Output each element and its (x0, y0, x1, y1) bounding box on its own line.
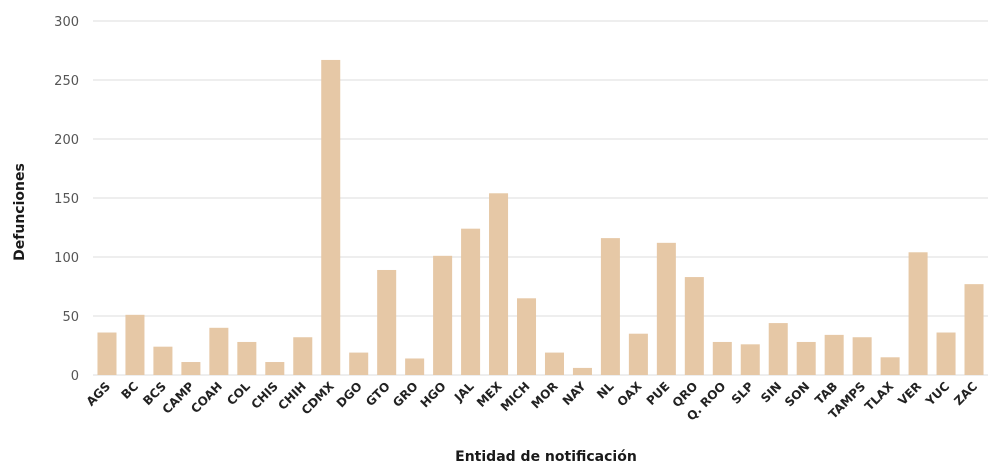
x-tick-label: VER (895, 379, 924, 408)
y-axis-ticks: 0 50 100 150 200 250 300 (54, 15, 79, 384)
x-tick-label: OAX (615, 379, 646, 410)
bar-mor (544, 352, 564, 375)
x-tick-label: GRO (390, 379, 421, 410)
y-axis-title: Defunciones (12, 163, 28, 261)
bar-jal (461, 228, 481, 375)
bar-camp (181, 362, 201, 375)
bar-mich (517, 298, 537, 375)
y-tick-label: 150 (54, 192, 79, 207)
x-tick-label: SON (782, 379, 812, 409)
bars (97, 59, 984, 375)
bar-chih (293, 337, 313, 375)
x-tick-label: AGS (84, 379, 114, 409)
x-tick-label: CDMX (299, 379, 338, 418)
x-tick-label: CHIS (248, 379, 281, 412)
x-axis-title: Entidad de notificación (455, 449, 637, 465)
y-tick-label: 250 (54, 74, 79, 89)
bar-nay (572, 367, 592, 375)
bar-sin (768, 323, 788, 375)
bar-gto (377, 269, 397, 375)
x-tick-label: DGO (334, 379, 365, 410)
x-tick-label: NAY (560, 379, 589, 408)
bar-oax (628, 333, 648, 375)
bar-chis (265, 362, 285, 375)
y-tick-label: 0 (71, 369, 79, 384)
bar-coah (209, 327, 229, 375)
x-tick-label: HGO (418, 379, 449, 410)
x-tick-label: ZAC (951, 379, 980, 408)
bar-bcs (153, 346, 173, 375)
x-tick-label: SIN (758, 379, 784, 405)
x-tick-label: CAMP (160, 379, 198, 417)
x-tick-label: SLP (729, 379, 757, 407)
bar-hgo (433, 255, 453, 375)
x-tick-label: NL (594, 379, 617, 402)
bar-dgo (349, 352, 369, 375)
x-tick-label: MOR (529, 379, 561, 411)
x-tick-label: MICH (498, 379, 533, 414)
bar-cdmx (321, 59, 341, 375)
gridlines (93, 20, 988, 376)
bar-col (237, 341, 257, 375)
x-tick-label: GTO (363, 379, 393, 409)
bar-pue (656, 242, 676, 375)
bar-ags (97, 332, 117, 375)
bar-slp (740, 344, 760, 375)
bar-tamps (852, 337, 872, 375)
bar-qro (684, 277, 704, 375)
y-tick-label: 100 (54, 251, 79, 266)
bar-gro (405, 358, 425, 375)
bar-tab (824, 334, 844, 375)
bar-bc (125, 314, 145, 375)
bar-tlax (880, 357, 900, 375)
x-tick-label: TLAX (862, 379, 897, 414)
y-tick-label: 50 (62, 310, 79, 325)
bar-ver (908, 252, 928, 375)
x-tick-label: YUC (922, 379, 952, 409)
bar-mex (489, 193, 509, 375)
bar-nl (600, 238, 620, 375)
bar-son (796, 341, 816, 375)
x-tick-label: JAL (451, 379, 477, 405)
bar-yuc (936, 332, 956, 375)
y-tick-label: 200 (54, 133, 79, 148)
x-tick-label: BC (118, 379, 141, 402)
x-tick-label: COAH (188, 379, 225, 416)
y-tick-label: 300 (54, 15, 79, 30)
x-tick-label: PUE (644, 379, 673, 408)
bar-zac (964, 284, 984, 375)
bar-q-roo (712, 341, 732, 375)
